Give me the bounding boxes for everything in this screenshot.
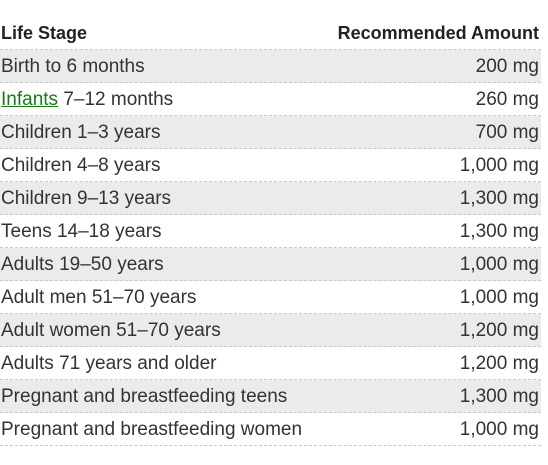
amount-cell: 1,300 mg [459,220,539,242]
table-row: Pregnant and breastfeeding women 1,000 m… [0,413,541,446]
table-row: Birth to 6 months 200 mg [0,50,541,83]
amount-cell: 1,200 mg [459,319,539,341]
header-life-stage: Life Stage [1,22,88,43]
amount-cell: 700 mg [475,121,539,143]
life-stage-cell: Adults 19–50 years [1,253,164,275]
life-stage-cell: Adult men 51–70 years [1,286,197,308]
life-stage-cell: Infants 7–12 months [0,90,476,109]
table-row: Adults 71 years and older 1,200 mg [0,347,541,380]
table-row: Children 1–3 years 700 mg [0,116,541,149]
amount-cell: 200 mg [475,55,539,77]
table-row: Infants 7–12 months 260 mg [0,83,541,116]
amount-cell: 1,300 mg [459,385,539,407]
table-header-row: Life Stage Recommended Amount [0,16,541,50]
table-row: Adult women 51–70 years 1,200 mg [0,314,541,347]
life-stage-cell: Teens 14–18 years [1,220,162,242]
table-row: Pregnant and breastfeeding teens 1,300 m… [0,380,541,413]
amount-cell: 1,000 mg [459,286,539,308]
amount-cell: 1,000 mg [459,253,539,275]
table-row: Children 9–13 years 1,300 mg [0,182,541,215]
amount-cell: 260 mg [475,88,539,110]
table-row: Adult men 51–70 years 1,000 mg [0,281,541,314]
infants-link[interactable]: Infants [1,88,59,110]
table-row: Adults 19–50 years 1,000 mg [0,248,541,281]
life-stage-cell: Adults 71 years and older [1,352,217,374]
amount-cell: 1,200 mg [459,352,539,374]
life-stage-cell: Adult women 51–70 years [1,319,221,341]
life-stage-cell: Pregnant and breastfeeding teens [1,385,288,407]
amount-cell: 1,300 mg [459,187,539,209]
table-row: Children 4–8 years 1,000 mg [0,149,541,182]
header-recommended-amount: Recommended Amount [337,22,539,43]
table-row: Teens 14–18 years 1,300 mg [0,215,541,248]
life-stage-cell: Pregnant and breastfeeding women [1,418,303,440]
amount-cell: 1,000 mg [459,418,539,440]
amount-cell: 1,000 mg [459,154,539,176]
life-stage-cell: Children 9–13 years [1,187,172,209]
life-stage-cell: Children 4–8 years [1,154,161,176]
life-stage-cell: Birth to 6 months [1,55,145,77]
life-stage-text: 7–12 months [58,88,174,110]
life-stage-cell: Children 1–3 years [1,121,161,143]
calcium-recommendation-table: Life Stage Recommended Amount Birth to 6… [0,16,541,446]
